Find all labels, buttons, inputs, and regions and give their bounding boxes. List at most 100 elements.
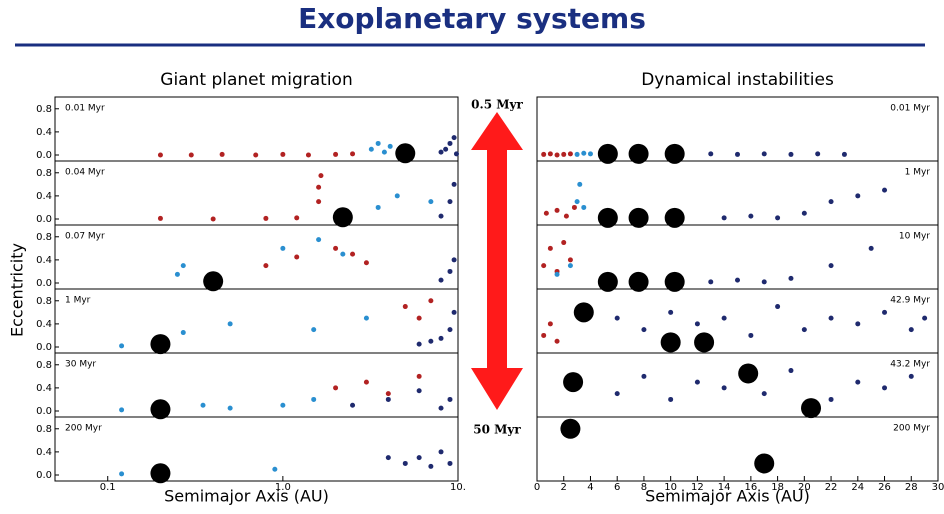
particle [451,135,457,141]
particle [908,373,914,379]
x-tick-label: 8 [641,482,647,493]
planet [597,207,618,228]
particle [451,309,457,315]
planet [664,271,685,292]
planet [628,271,649,292]
x-tick-label: 10. [450,482,466,493]
particle [581,204,587,210]
particle [438,149,444,155]
particle [157,215,163,221]
y-tick-label: 0.8 [36,168,52,179]
particle [416,455,422,461]
arrow-end-label: 50 Myr [473,423,521,437]
particle [855,379,861,385]
panel-frame [54,288,459,354]
particle [333,385,339,391]
particle [775,304,781,310]
particle [587,151,593,157]
particle [882,309,888,315]
particle [219,151,225,157]
planet [597,143,618,164]
x-tick-label: 28 [905,482,918,493]
planet [560,418,581,439]
particle [614,315,620,321]
particle [368,146,374,152]
panel-time-label: 200 Myr [893,424,930,434]
particle [294,215,300,221]
chart-title: Dynamical instabilities [641,70,834,90]
particle [428,199,434,205]
panel-time-label: 0.04 Myr [65,168,105,178]
particle [451,181,457,187]
particle [333,151,339,157]
particle [311,396,317,402]
planet [738,363,759,384]
planet [332,207,353,228]
y-tick-label: 0.8 [36,424,52,435]
particle [447,268,453,274]
particle [855,193,861,199]
particle [567,151,573,157]
particle [402,460,408,466]
particle [563,213,569,219]
particle [735,151,740,157]
planet [573,302,594,323]
particle [119,407,125,413]
panel-time-label: 1 Myr [65,296,91,306]
particle [280,402,286,408]
particle [447,327,453,333]
particle [375,140,381,146]
particle [561,240,567,246]
particle [438,213,444,219]
particle [641,373,647,379]
x-tick-label: 14 [718,482,731,493]
panel-time-label: 30 Myr [65,360,96,370]
particle [428,298,434,304]
slide-title: Exoplanetary systems [298,2,646,35]
particle [375,204,381,210]
particle [385,396,391,402]
particle [180,330,186,336]
particle [333,245,339,251]
particle [263,263,269,269]
particle [721,315,727,321]
y-tick-label: 0.4 [36,383,52,394]
y-tick-label: 0.8 [36,104,52,115]
particle [227,321,233,327]
particle [761,151,767,157]
x-tick-label: 18 [771,482,784,493]
panel-time-label: 0.07 Myr [65,232,105,242]
particle [775,215,781,221]
panel-time-label: 200 Myr [65,424,102,434]
particle [188,152,194,158]
particle [828,315,834,321]
particle [641,327,647,333]
panel-frame [54,160,459,226]
panel-time-label: 0.01 Myr [890,104,930,114]
particle [541,332,547,338]
y-tick-label: 0.0 [36,406,52,417]
particle [280,245,286,251]
planet [563,372,584,393]
particle [272,466,278,472]
particle [541,151,547,157]
x-tick-label: 12 [691,482,704,493]
particle [761,391,767,397]
particle [305,152,311,158]
particle [801,210,807,216]
particle [280,151,286,157]
panel-time-label: 43.2 Myr [890,360,930,370]
x-tick-label: 22 [825,482,838,493]
panel-frame [536,160,939,226]
particle [788,275,794,281]
particle [801,327,807,333]
particle [748,213,754,219]
particle [416,315,422,321]
chart-title: Giant planet migration [160,70,352,90]
particle [543,210,549,216]
x-tick-label: 1.0 [275,482,291,493]
panel-frame [536,96,939,162]
particle [828,263,834,269]
particle [882,385,888,391]
